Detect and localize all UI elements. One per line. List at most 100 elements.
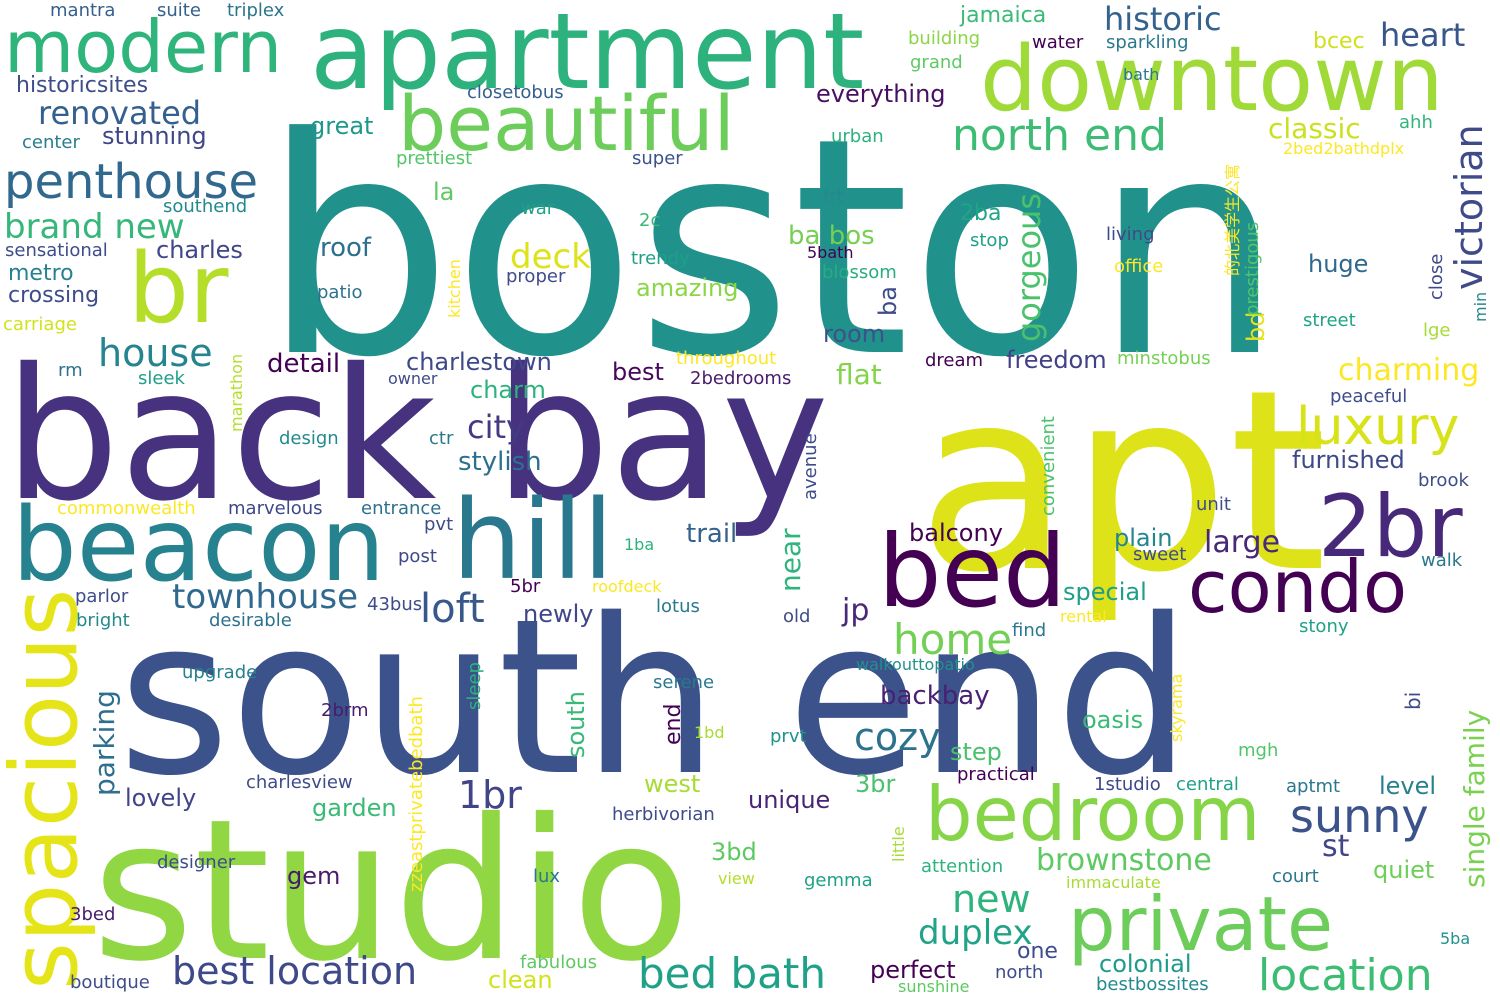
- word-living: living: [1106, 224, 1155, 245]
- word-single-family: single family: [1458, 710, 1491, 888]
- word-freedom: freedom: [1006, 346, 1107, 374]
- word-carriage: carriage: [3, 314, 77, 335]
- word-luxury: luxury: [1296, 397, 1459, 457]
- word-back-bay: back bay: [4, 329, 829, 541]
- word-west: west: [644, 770, 700, 798]
- word-condo: condo: [1188, 545, 1407, 629]
- word-lotus: lotus: [656, 596, 700, 617]
- word-fabulous: fabulous: [520, 952, 597, 973]
- word-marvelous: marvelous: [228, 498, 323, 519]
- word-bd: bd: [1242, 312, 1270, 342]
- word-3br: 3br: [855, 770, 896, 798]
- word-brownstone: brownstone: [1036, 843, 1212, 878]
- word-room: room: [823, 320, 885, 348]
- word-everything: everything: [816, 80, 946, 108]
- word-parking: parking: [88, 690, 121, 796]
- word-item-200: 的北美学生公寓: [1223, 164, 1242, 276]
- word-plain: plain: [1114, 524, 1173, 552]
- word-huge: huge: [1308, 250, 1368, 278]
- word-2bed2bathdplx: 2bed2bathdplx: [1283, 139, 1404, 158]
- word-historic: historic: [1104, 0, 1222, 38]
- word-minstobus: minstobus: [1117, 348, 1211, 369]
- word-boutique: boutique: [70, 972, 150, 993]
- word-near: near: [774, 528, 807, 592]
- word-find: find: [1012, 620, 1046, 641]
- word-colonial: colonial: [1099, 950, 1191, 978]
- word-penthouse: penthouse: [4, 154, 258, 210]
- word-immaculate: immaculate: [1066, 873, 1161, 892]
- word-balcony: balcony: [909, 519, 1003, 547]
- word-best: best: [612, 358, 664, 386]
- word-south: south: [562, 691, 590, 758]
- word-private: private: [1068, 880, 1333, 968]
- word-rm: rm: [58, 360, 83, 381]
- word-sunshine: sunshine: [898, 977, 970, 996]
- word-entrance: entrance: [361, 498, 441, 519]
- word-quiet: quiet: [1373, 856, 1434, 884]
- word-garden: garden: [312, 794, 397, 822]
- word-avenue: avenue: [800, 433, 821, 500]
- word-gem: gem: [287, 862, 340, 890]
- word-oasis: oasis: [1082, 706, 1143, 734]
- word-stony: stony: [1299, 616, 1349, 637]
- word-stop: stop: [970, 230, 1009, 251]
- word-super: super: [632, 148, 683, 169]
- word-sleep: sleep: [464, 662, 485, 710]
- word-closetobus: closetobus: [467, 82, 564, 103]
- word-furnished: furnished: [1292, 446, 1405, 474]
- word-city: city: [467, 408, 525, 446]
- word-upgrade: upgrade: [182, 662, 257, 683]
- word-location: location: [1258, 950, 1433, 1000]
- word-convenient: convenient: [1038, 416, 1059, 516]
- word-jp: jp: [841, 593, 869, 628]
- word-central: central: [1176, 774, 1239, 795]
- word-heart: heart: [1380, 16, 1465, 54]
- word-ctr: ctr: [429, 428, 454, 449]
- word-commonwealth: commonwealth: [57, 498, 196, 519]
- word-grand: grand: [910, 52, 963, 73]
- word-bedroom: bedroom: [925, 770, 1260, 858]
- word-5br: 5br: [510, 576, 541, 597]
- word-mgh: mgh: [1238, 740, 1278, 761]
- word-large: large: [1204, 525, 1280, 560]
- word-bath: bath: [1123, 65, 1159, 84]
- word-proper: proper: [506, 266, 566, 287]
- word-apt: apt: [917, 336, 1327, 627]
- word-charlestown: charlestown: [406, 348, 552, 376]
- word-roofdeck: roofdeck: [592, 577, 662, 596]
- word-townhouse: townhouse: [172, 577, 358, 617]
- word-5ba: 5ba: [1440, 929, 1470, 948]
- word-duplex: duplex: [918, 913, 1033, 953]
- word-step: step: [950, 738, 1002, 766]
- word-stylish: stylish: [458, 447, 542, 477]
- word-loft: loft: [420, 586, 485, 632]
- word-flat: flat: [836, 358, 882, 391]
- word-building: building: [908, 28, 980, 49]
- word-war: war: [521, 198, 555, 219]
- word-water: water: [1032, 32, 1084, 53]
- word-victorian: victorian: [1447, 124, 1491, 290]
- word-post: post: [398, 546, 437, 567]
- word-deck: deck: [510, 237, 591, 277]
- word-perfect: perfect: [870, 956, 956, 984]
- word-hill: hill: [452, 476, 613, 604]
- word-patio: patio: [317, 282, 363, 303]
- word-sparkling: sparkling: [1106, 32, 1189, 53]
- word-bcec: bcec: [1313, 29, 1365, 54]
- word-view: view: [718, 869, 755, 888]
- word-trendy: trendy: [631, 248, 690, 269]
- word-sunny: sunny: [1290, 789, 1429, 843]
- word-la: la: [433, 178, 454, 206]
- word-studio: studio: [92, 777, 691, 1000]
- word-urban: urban: [831, 126, 884, 147]
- word-end: end: [661, 704, 686, 745]
- word-brook: brook: [1418, 470, 1469, 491]
- word-downtown: downtown: [980, 27, 1444, 132]
- word-close: close: [1426, 254, 1447, 300]
- word-trail: trail: [686, 519, 737, 549]
- word-practical: practical: [957, 764, 1035, 785]
- word-best-location: best location: [172, 949, 417, 993]
- word-old: old: [783, 606, 810, 627]
- word-roof: roof: [320, 233, 372, 263]
- word-peaceful: peaceful: [1330, 386, 1407, 407]
